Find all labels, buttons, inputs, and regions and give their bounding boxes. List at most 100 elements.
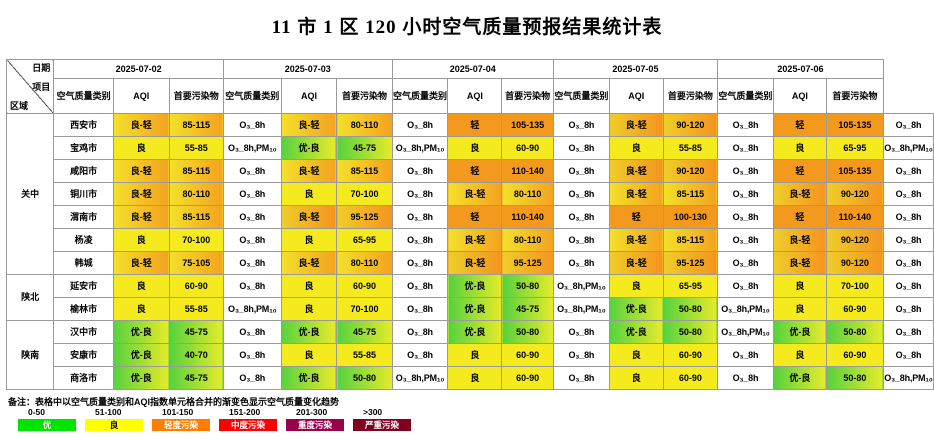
corner-item-label: 项目 xyxy=(32,82,51,92)
primary-pollutant: O₃_8h xyxy=(882,159,934,183)
air-quality-category: 良 xyxy=(280,343,338,367)
aqi-range: 80-110 xyxy=(336,113,393,137)
legend-swatch: 优 xyxy=(18,419,76,431)
primary-pollutant: O₃_8h xyxy=(552,343,610,367)
table-row: 陕南 汉中市 优-良 45-75 O₃_8h 优-良 45-75 O₃_8h 优-良 50-80 O… xyxy=(5,320,934,390)
corner-region-label: 区域 xyxy=(10,100,29,111)
city-cell: 西安市 xyxy=(53,113,114,137)
table-note: 备注：表格中以空气质量类别和AQI指数单元格合并的渐变色显示空气质量变化趋势 xyxy=(8,397,340,407)
aqi-range: 60-90 xyxy=(168,274,224,298)
primary-pollutant: O₃_8h xyxy=(716,136,774,160)
aqi-range: 90-120 xyxy=(662,159,718,183)
air-quality-category: 轻 xyxy=(447,205,503,229)
table-row: 安康市 优-良 40-70 O₃_8h 良 55-85 O₃_8h 良 60-90 O₃_8h 良 6… xyxy=(7,343,934,367)
air-quality-category: 优-良 xyxy=(112,320,170,344)
page-title: 11 市 1 区 120 小时空气质量预报结果统计表 xyxy=(271,17,663,38)
primary-pollutant: O₃_8h xyxy=(882,228,934,252)
air-quality-category: 优-良 xyxy=(608,320,664,344)
aqi-range: 55-85 xyxy=(168,136,224,160)
aqi-range: 70-100 xyxy=(825,274,884,298)
aqi-range: 75-105 xyxy=(168,251,224,275)
city-cell: 渭南市 xyxy=(53,205,114,229)
air-quality-category: 良 xyxy=(280,182,338,206)
aqi-range: 105-135 xyxy=(825,113,884,137)
air-quality-category: 良 xyxy=(447,136,503,160)
aqi-range: 50-80 xyxy=(336,366,393,390)
table-row: 杨凌良 70-100 O₃_8h 良 65-95 O₃_8h 良-轻 80-110 O₃_8h 良… xyxy=(7,228,934,252)
column-header-category: 空气质量类别 xyxy=(391,78,449,114)
air-quality-category: 良-轻 xyxy=(112,251,170,275)
aqi-range: 90-120 xyxy=(825,228,884,252)
city-cell: 铜川市 xyxy=(53,182,114,206)
primary-pollutant: O₃_8h,PM₁₀ xyxy=(882,366,934,390)
air-quality-category: 优-良 xyxy=(280,320,338,344)
corner-header: 日期 项目 区域 城市 xyxy=(5,59,55,114)
city-cell: 汉中市 xyxy=(53,320,114,344)
primary-pollutant: O₃_8h xyxy=(882,182,934,206)
table-row: 渭南市 良-轻 85-115 O₃_8h 良-轻 95-125 O₃_8h 轻 110-140 O… xyxy=(7,205,934,229)
air-quality-category: 良-轻 xyxy=(608,251,664,275)
aqi-range: 80-110 xyxy=(501,182,554,206)
primary-pollutant: O₃_8h xyxy=(222,320,282,344)
air-quality-category: 优-良 xyxy=(280,136,338,160)
air-quality-category: 良 xyxy=(608,366,664,390)
aqi-range: 50-80 xyxy=(501,274,554,298)
aqi-range: 45-75 xyxy=(336,320,393,344)
air-quality-category: 优-良 xyxy=(772,366,827,390)
table-row: 商洛市 优-良 45-75 O₃_8h 优-良 50-80 O₃_8h,PM₁₀ 良 60-90… xyxy=(7,366,934,390)
aqi-range: 105-135 xyxy=(501,113,554,137)
air-quality-category: 良-轻 xyxy=(280,113,338,137)
air-quality-category: 良-轻 xyxy=(772,182,827,206)
air-quality-category: 良-轻 xyxy=(112,182,170,206)
aqi-range: 50-80 xyxy=(501,320,554,344)
air-quality-category: 良-轻 xyxy=(280,251,338,275)
air-quality-category: 轻 xyxy=(447,113,503,137)
column-header-aqi: AQI xyxy=(112,78,170,114)
aqi-range: 90-120 xyxy=(825,251,884,275)
aqi-range: 60-90 xyxy=(662,366,718,390)
primary-pollutant: O₃_8h xyxy=(716,205,774,229)
primary-pollutant: O₃_8h xyxy=(552,366,610,390)
column-header-category: 空气质量类别 xyxy=(552,78,610,114)
air-quality-category: 良 xyxy=(772,343,827,367)
column-header-pollutant: 首要污染物 xyxy=(336,78,393,114)
air-quality-category: 轻 xyxy=(772,205,827,229)
aqi-range: 45-75 xyxy=(336,136,393,160)
air-quality-category: 良 xyxy=(608,274,664,298)
air-quality-category: 良 xyxy=(447,366,503,390)
aqi-range: 60-90 xyxy=(825,297,884,321)
city-cell: 宝鸡市 xyxy=(53,136,114,160)
legend-swatch: 重度污染 xyxy=(286,419,344,431)
legend-range: 0-50 xyxy=(28,407,46,417)
aqi-range: 95-125 xyxy=(501,251,554,275)
aqi-range: 105-135 xyxy=(825,159,884,183)
primary-pollutant: O₃_8h xyxy=(552,320,610,344)
air-quality-category: 良 xyxy=(280,297,338,321)
air-quality-category: 良 xyxy=(112,274,170,298)
aqi-range: 80-110 xyxy=(501,228,554,252)
primary-pollutant: O₃_8h xyxy=(222,182,282,206)
column-header-category: 空气质量类别 xyxy=(53,78,114,114)
air-quality-category: 良 xyxy=(772,297,827,321)
primary-pollutant: O₃_8h xyxy=(222,251,282,275)
aqi-range: 60-90 xyxy=(501,343,554,367)
aqi-range: 95-125 xyxy=(336,205,393,229)
aqi-range: 80-110 xyxy=(336,251,393,275)
city-cell: 杨凌 xyxy=(53,228,114,252)
primary-pollutant: O₃_8h,PM₁₀ xyxy=(222,297,282,321)
city-cell: 延安市 xyxy=(53,274,114,298)
primary-pollutant: O₃_8h xyxy=(222,205,282,229)
aqi-range: 85-115 xyxy=(662,182,718,206)
air-quality-category: 优-良 xyxy=(112,343,170,367)
aqi-range: 100-130 xyxy=(662,205,718,229)
city-cell: 商洛市 xyxy=(53,366,114,390)
table-row: 陕北 延安市良 60-90 O₃_8h 良 60-90 O₃_8h 优-良 50-80 O₃_8h… xyxy=(5,274,934,321)
primary-pollutant: O₃_8h xyxy=(552,182,610,206)
primary-pollutant: O₃_8h xyxy=(882,343,934,367)
primary-pollutant: O₃_8h,PM₁₀ xyxy=(391,136,449,160)
table-row: 宝鸡市良 55-85 O₃_8h,PM₁₀ 优-良 45-75 O₃_8h,PM₁₀ 良 60… xyxy=(7,136,934,160)
primary-pollutant: O₃_8h,PM₁₀ xyxy=(222,136,282,160)
primary-pollutant: O₃_8h xyxy=(391,159,449,183)
air-quality-category: 良-轻 xyxy=(447,182,503,206)
region-cell: 陕南 xyxy=(5,320,55,390)
